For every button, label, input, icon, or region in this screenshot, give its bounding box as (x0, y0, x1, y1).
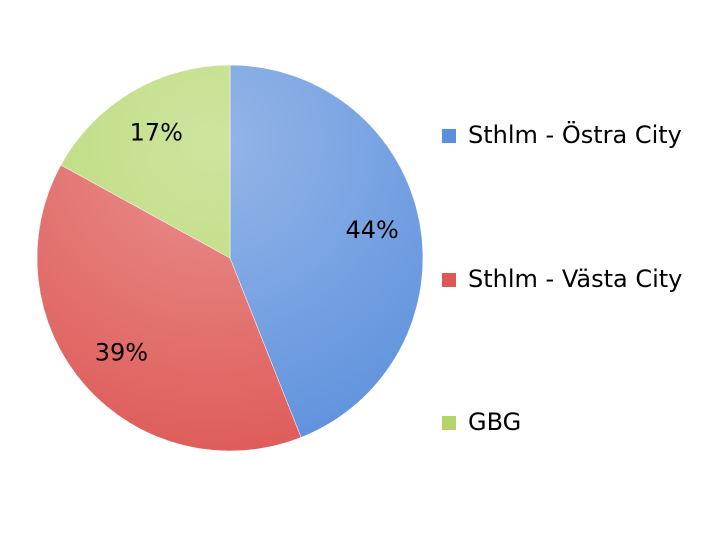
legend-swatch (442, 129, 456, 143)
legend-label: GBG (468, 408, 521, 436)
data-label: 44% (346, 216, 399, 244)
legend: Sthlm - Östra City Sthlm - Västa City GBG (442, 120, 682, 436)
legend-swatch (442, 273, 456, 287)
pie (36, 64, 424, 452)
legend-label: Sthlm - Östra City (468, 120, 682, 149)
labels: 44% 39% 17% (95, 118, 399, 366)
data-label: 17% (130, 118, 183, 146)
data-label: 39% (95, 339, 148, 367)
legend-swatch (442, 416, 456, 430)
legend-label: Sthlm - Västa City (468, 265, 682, 293)
